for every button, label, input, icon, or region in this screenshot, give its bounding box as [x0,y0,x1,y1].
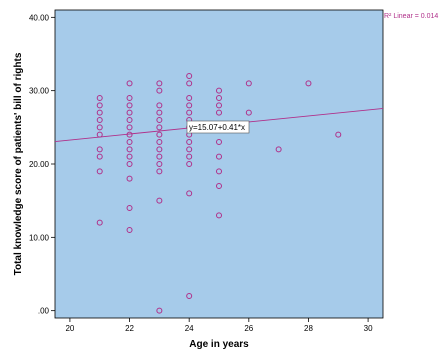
data-point [126,124,133,131]
data-point [275,146,282,153]
data-point [156,102,163,109]
y-tick-label: 20.00 [29,160,50,169]
data-point [156,197,163,204]
y-tick-label: .00 [38,307,50,316]
x-tick-label: 26 [244,324,253,333]
data-points [96,73,342,314]
x-tick-label: 24 [185,324,194,333]
data-point [156,87,163,94]
data-point [156,146,163,153]
data-point [126,102,133,109]
data-point [156,161,163,167]
data-point [96,117,103,123]
fit-equation-box: y=15.07+0.41*x [186,120,250,134]
data-point [186,190,193,197]
data-point [126,95,133,101]
data-point [156,109,163,116]
x-tick-label: 20 [65,324,74,333]
data-point [305,80,312,87]
data-point [216,183,222,189]
plot-background [54,9,384,319]
data-point [126,109,133,116]
data-point [156,168,163,175]
data-point [186,102,193,109]
r2-label: R² Linear = 0.014 [384,13,438,20]
data-point [186,293,193,299]
data-point [186,109,193,116]
data-point [156,124,163,131]
data-point [245,80,252,87]
y-axis-title: Total knowledge score of patients' bill … [13,52,24,275]
data-point [186,146,193,153]
data-point [156,80,163,87]
data-point [216,102,222,109]
data-point [216,87,222,94]
data-point [126,175,133,182]
x-axis: 20 22 24 26 28 30 [65,318,373,333]
data-point [96,124,103,131]
data-point [156,139,163,145]
data-point [126,205,133,211]
data-point [126,146,133,153]
data-point [156,153,163,160]
data-point [126,80,133,87]
y-tick-label: 30.00 [29,87,50,96]
data-point [126,153,133,160]
x-tick-label: 30 [364,324,373,333]
x-tick-label: 28 [304,324,313,333]
data-point [126,139,133,145]
data-point [156,131,163,138]
x-axis-title: Age in years [189,339,249,350]
data-point [96,146,103,153]
data-point [96,153,103,160]
data-point [186,161,193,167]
data-point [216,212,222,219]
data-point [186,73,193,79]
data-point [216,95,222,101]
data-point [156,117,163,123]
data-point [186,95,193,101]
fit-equation-label: y=15.07+0.41*x [189,123,245,132]
data-point [216,109,222,116]
data-point [126,117,133,123]
data-point [126,227,133,233]
data-point [216,168,222,175]
data-point [96,168,103,175]
data-point [96,102,103,109]
data-point [186,80,193,87]
data-point [126,161,133,167]
data-point [335,131,342,138]
y-tick-label: 10.00 [29,233,50,242]
data-point [96,109,103,116]
data-point [126,131,133,138]
data-point [156,307,163,314]
data-point [216,153,222,160]
data-point [245,109,252,116]
data-point [96,95,103,101]
y-tick-label: 40.00 [29,13,50,22]
y-axis: .00 10.00 20.00 30.00 40.00 [29,13,55,316]
data-point [186,139,193,145]
data-point [216,139,222,145]
data-point [96,219,103,226]
data-point [186,153,193,160]
data-point [96,131,103,138]
x-tick-label: 22 [125,324,134,333]
